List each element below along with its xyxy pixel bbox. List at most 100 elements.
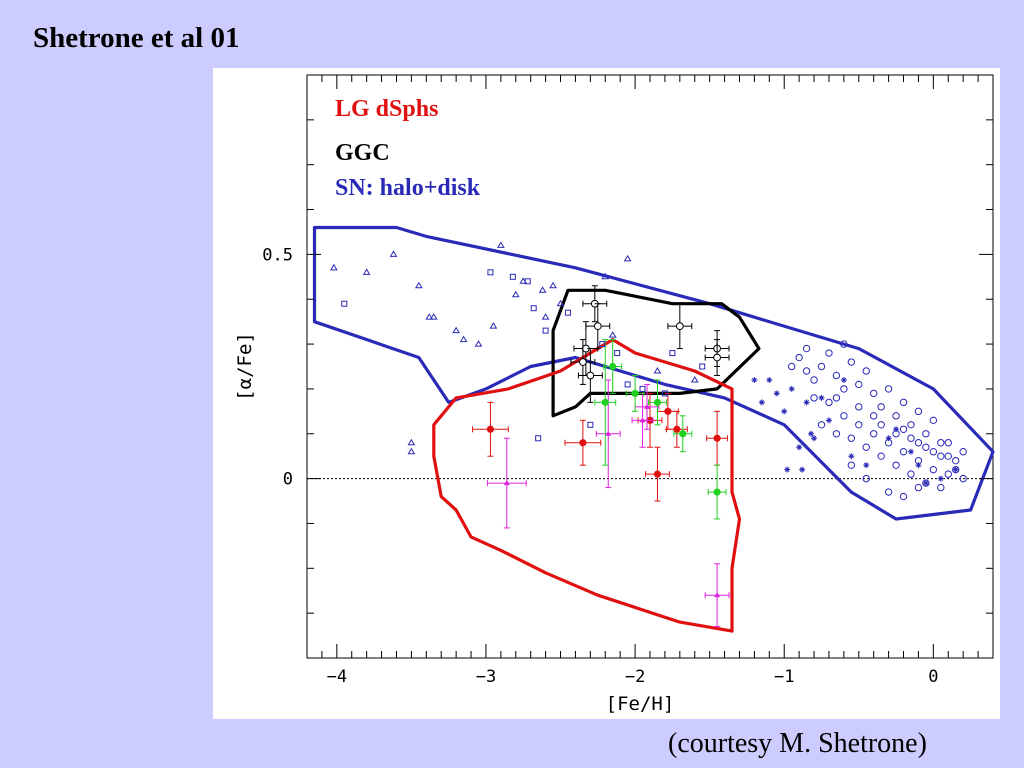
series-2 [594,339,727,520]
series-3 [570,285,730,403]
legend-entry-2: SN: halo+disk [335,175,481,201]
data-point [937,483,945,492]
series-5 [341,269,706,442]
data-point [952,466,959,473]
data-point [781,408,788,415]
data-point [796,444,803,451]
data-point [817,421,826,429]
data-point [877,403,885,411]
y-tick-label: 0.5 [262,245,293,265]
data-point [542,327,549,334]
series-6 [751,376,959,487]
data-point [496,241,505,248]
data-point [825,398,833,407]
data-point [487,269,494,276]
y-axis-label: [α/Fe] [234,332,256,401]
data-point [429,313,438,320]
data-point [690,375,699,383]
data-point [601,272,610,280]
data-point [929,465,938,474]
data-point [664,407,672,415]
data-point [452,326,461,334]
data-point [922,480,929,487]
data-point [524,278,531,285]
data-point [713,353,722,362]
data-point [714,592,721,598]
data-point [944,452,952,460]
data-point [869,430,878,438]
data-point [599,341,606,348]
data-point [713,434,721,442]
data-point [915,462,922,469]
data-point [944,439,952,447]
data-point [614,350,621,357]
data-point [329,263,338,271]
series-0 [472,392,729,502]
data-point [541,313,550,320]
data-point [959,474,967,483]
data-point [661,390,668,397]
data-point [929,416,938,425]
data-point [713,488,721,496]
data-point [877,421,885,429]
data-point [810,394,818,402]
data-point [699,363,706,370]
data-point [787,362,796,371]
data-point [425,313,434,320]
data-point [840,385,848,393]
data-point [892,412,900,420]
data-point [556,299,565,307]
data-point [869,389,878,398]
data-point [840,340,848,348]
series-7 [787,340,967,501]
data-point [832,371,841,380]
data-point [803,399,810,406]
data-point [535,435,542,442]
data-point [810,376,818,384]
data-point [766,376,773,383]
legend-entry-0: LG dSphs [335,96,438,122]
data-point [952,456,960,465]
data-point [586,371,595,380]
data-point [937,439,945,447]
data-point [899,398,908,407]
region-1 [551,288,761,418]
data-point [922,479,930,487]
data-point [825,349,833,357]
data-point [587,421,594,428]
data-point [914,439,923,447]
data-point [907,470,915,478]
slide-title: Shetrone et al 01 [33,22,240,54]
data-point [609,362,617,371]
data-point [869,412,878,420]
data-point [530,305,537,312]
data-point [631,389,639,398]
data-point [863,462,870,469]
region-2 [432,338,742,633]
x-axis-label: [Fe/H] [606,693,675,715]
data-point [892,430,900,438]
data-point [884,488,893,496]
data-point [578,358,587,366]
data-point [862,474,870,483]
data-point [847,358,856,366]
data-point [675,322,684,331]
data-point [884,385,893,393]
data-point [799,466,806,473]
data-point [605,430,612,436]
data-point [817,362,826,371]
data-point [914,483,923,492]
data-point [944,470,952,478]
data-point [855,403,863,411]
data-point [840,412,848,420]
data-point [899,492,908,501]
data-point [593,322,602,331]
data-point [832,394,841,402]
data-point [489,322,498,329]
data-point [639,385,646,392]
data-point [892,461,900,469]
data-point [389,250,398,257]
data-point [414,281,423,289]
data-point [937,452,945,460]
data-point [653,367,662,374]
